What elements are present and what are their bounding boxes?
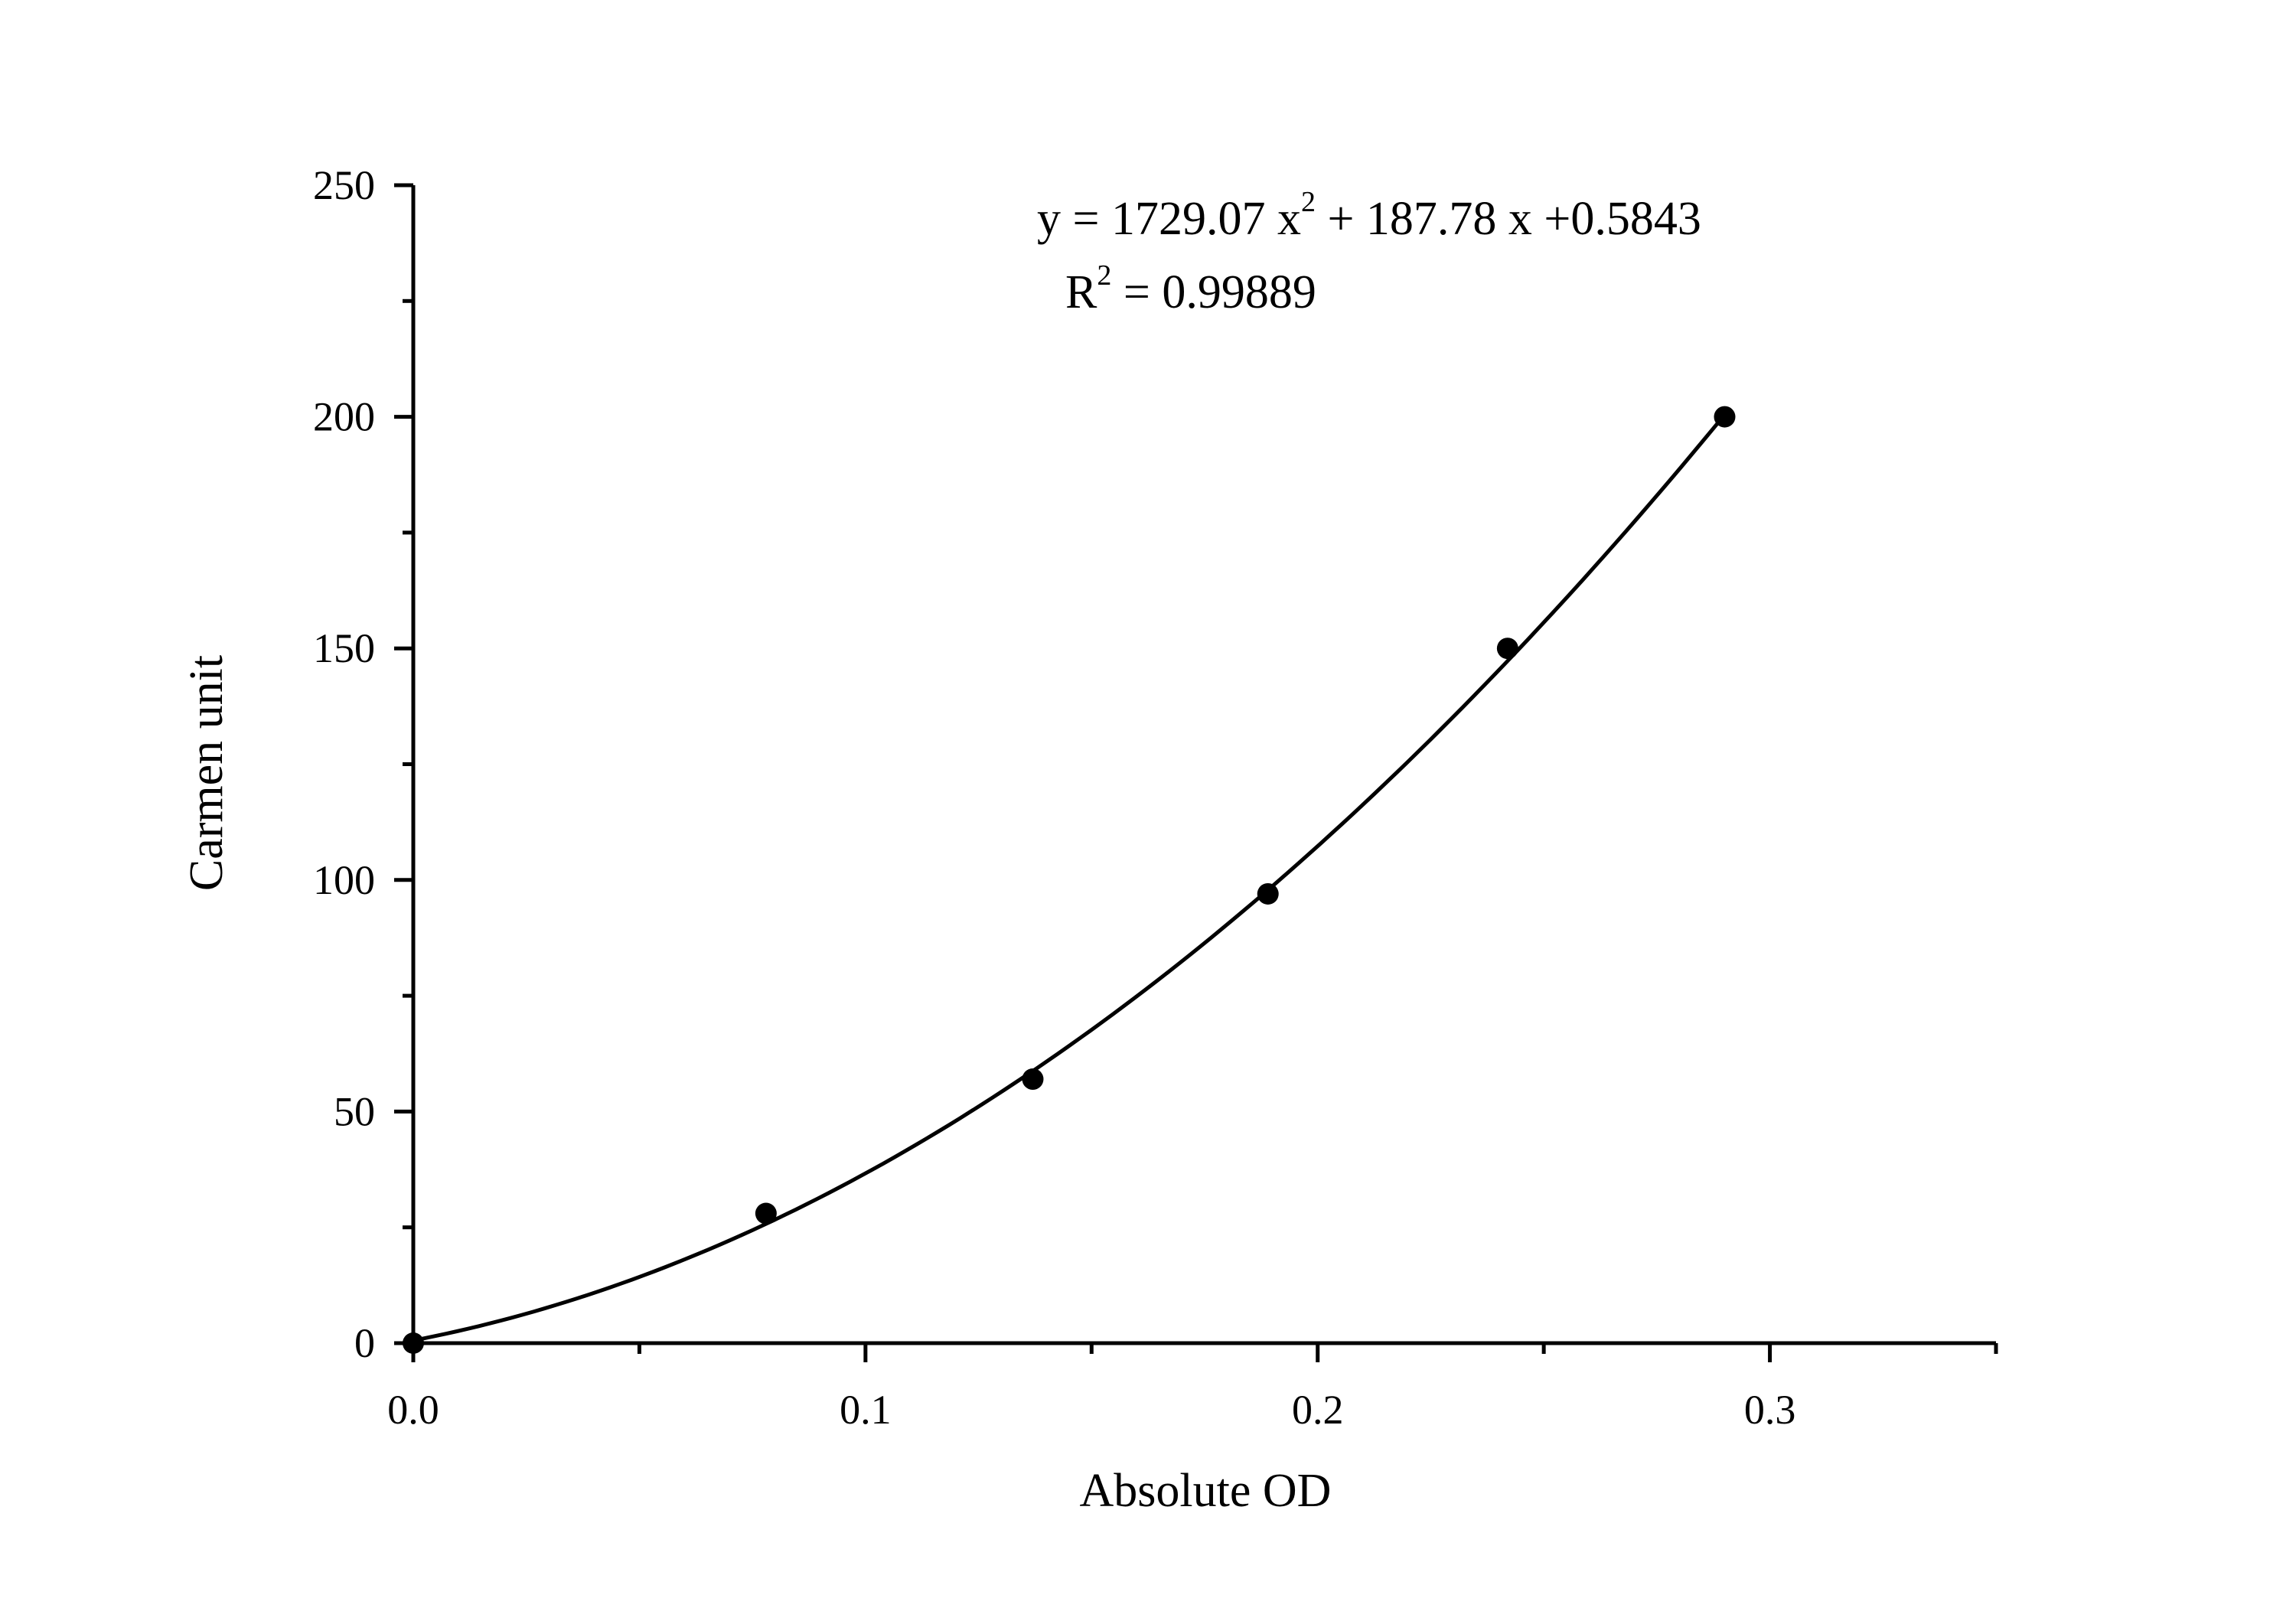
x-tick-label: 0.2 [1292, 1387, 1344, 1433]
x-tick-label: 0.3 [1744, 1387, 1796, 1433]
y-tick-labels: 0 50 100 150 200 250 [313, 162, 375, 1366]
x-tick-label: 0.1 [840, 1387, 892, 1433]
y-tick-label: 0 [354, 1320, 375, 1366]
r-squared: R2 = 0.99889 [1065, 259, 1316, 318]
fit-equation: y = 1729.07 x2 + 187.78 x +0.5843 [1037, 186, 1701, 245]
r-squared-prefix: R [1065, 266, 1097, 318]
y-tick-label: 250 [313, 162, 375, 208]
r-squared-suffix: = 0.99889 [1111, 266, 1316, 318]
data-point [1257, 882, 1279, 905]
data-point [755, 1202, 777, 1225]
fit-equation-exponent: 2 [1301, 186, 1316, 218]
data-point [403, 1332, 424, 1354]
y-tick-label: 50 [334, 1088, 375, 1134]
y-axis-label: Carmen unit [181, 655, 233, 891]
x-axis-label: Absolute OD [1080, 1465, 1332, 1517]
y-ticks [394, 183, 413, 1345]
r-squared-exponent: 2 [1097, 259, 1111, 292]
x-tick-labels: 0.0 0.1 0.2 0.3 [387, 1387, 1795, 1433]
y-tick-label: 100 [313, 857, 375, 903]
y-tick-label: 200 [313, 394, 375, 440]
y-tick-label: 150 [313, 625, 375, 671]
fit-equation-suffix: + 187.78 x +0.5843 [1316, 193, 1701, 245]
data-point [1022, 1068, 1044, 1091]
x-ticks [411, 1343, 1998, 1362]
data-points [403, 406, 1736, 1354]
x-tick-label: 0.0 [387, 1387, 439, 1433]
data-point [1714, 406, 1736, 428]
data-point [1496, 638, 1518, 660]
fit-curve [413, 413, 1727, 1342]
fit-equation-prefix: y = 1729.07 x [1037, 193, 1301, 245]
